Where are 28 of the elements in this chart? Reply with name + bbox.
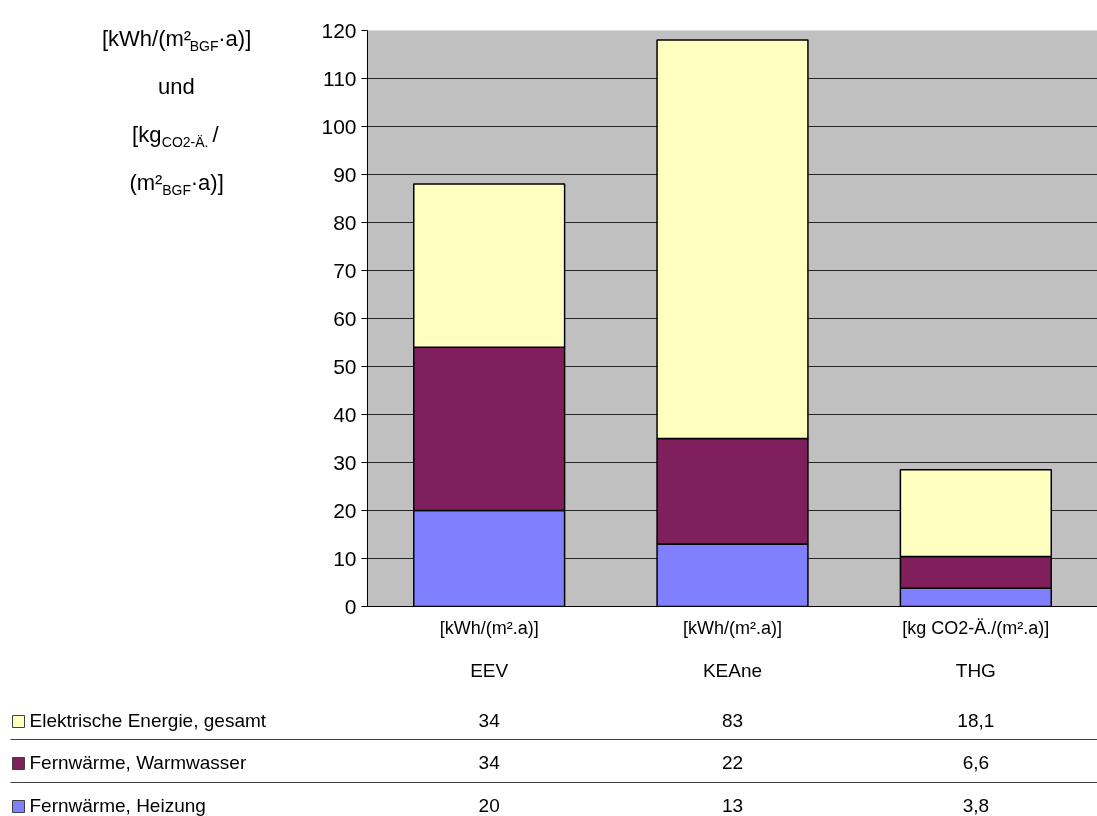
category-label: [kWh/(m².a)] KEAne	[683, 617, 782, 681]
data-label: 13	[721, 795, 744, 816]
y-tick-label: 10	[333, 546, 357, 570]
y-tick-label: 20	[333, 498, 357, 522]
y-tick-label: 40	[333, 402, 357, 426]
y-tick-label: 60	[333, 306, 357, 330]
y-tick-label: 50	[333, 354, 357, 378]
y-tick-label: 80	[333, 210, 357, 234]
y-tick-label: 30	[333, 450, 357, 474]
y-tick-label: 120	[321, 18, 357, 42]
data-label: 3,8	[962, 795, 990, 816]
y-tick-label: 90	[333, 162, 357, 186]
data-label: 22	[721, 752, 744, 773]
data-label: 34	[478, 752, 501, 773]
data-label: 18,1	[957, 710, 995, 731]
y-tick-label: 70	[333, 258, 357, 282]
y-tick-label: 110	[323, 66, 357, 90]
data-label: 6,6	[962, 752, 990, 773]
legend-label: Fernwärme, Warmwasser	[29, 752, 247, 773]
legend-label: Fernwärme, Heizung	[29, 795, 206, 816]
category-label: [kg CO2-Ä./(m².a)] THG	[902, 617, 1050, 681]
data-label: 20	[478, 795, 500, 816]
legend-label: Elektrische Energie, gesamt	[29, 710, 267, 731]
data-label: 83	[721, 710, 744, 731]
category-label: [kWh/(m².a)] EEV	[439, 617, 539, 681]
y-tick-label: 100	[321, 114, 357, 138]
y-tick-label: 0	[344, 594, 357, 618]
data-label: 34	[478, 710, 501, 731]
